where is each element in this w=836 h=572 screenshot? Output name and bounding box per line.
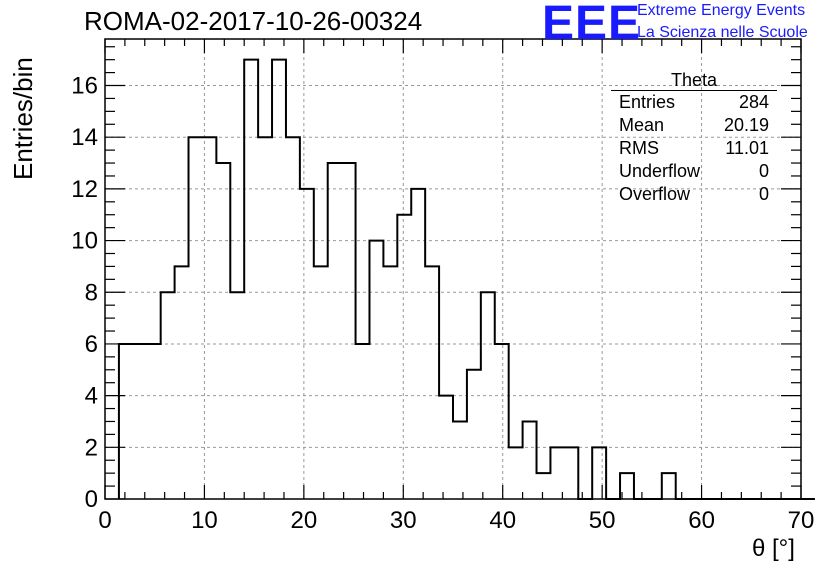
stats-value: 284 <box>738 92 769 112</box>
y-tick-label: 14 <box>71 124 98 151</box>
axis-ticks <box>104 39 802 500</box>
histogram-bin <box>523 421 537 499</box>
x-tick-label: 10 <box>191 507 218 534</box>
stats-value: 0 <box>758 184 769 204</box>
histogram-bin <box>467 370 481 499</box>
stats-row: Entries 284 <box>611 91 777 114</box>
x-tick-label: 40 <box>489 507 516 534</box>
histogram-bin <box>133 344 147 499</box>
stats-row: Overflow 0 <box>611 183 777 206</box>
histogram-bin <box>550 447 564 499</box>
histogram-bin <box>509 447 523 499</box>
histogram-bin <box>147 344 161 499</box>
x-tick-label: 70 <box>788 507 815 534</box>
stats-label: Entries <box>619 92 676 112</box>
histogram-bin <box>592 447 606 499</box>
y-tick-label: 4 <box>85 383 98 410</box>
stats-box: Theta Entries 284 Mean 20.19 RMS 11.01 Underfl… <box>611 70 777 206</box>
chart-title: ROMA-02-2017-10-26-00324 <box>84 6 423 36</box>
stats-title: Theta <box>611 70 777 91</box>
stats-value: 20.19 <box>723 115 769 135</box>
x-tick-label: 30 <box>390 507 417 534</box>
stats-label: Mean <box>619 115 665 135</box>
histogram-bin <box>495 344 509 499</box>
plot-frame <box>104 38 802 500</box>
histogram-bin <box>286 137 300 499</box>
x-tick-label: 50 <box>589 507 616 534</box>
histogram-bin <box>244 60 258 499</box>
stats-row: RMS 11.01 <box>611 137 777 160</box>
histogram-bin <box>314 266 328 499</box>
histogram-bin <box>453 421 467 499</box>
histogram-bin <box>258 137 272 499</box>
x-tick-label: 0 <box>98 507 111 534</box>
tick-labels: 0 10 20 30 40 50 60 70 0 2 4 6 8 10 12 14 16 <box>71 73 814 534</box>
stats-row: Underflow 0 <box>611 160 777 183</box>
histogram-bin <box>369 241 383 499</box>
y-tick-label: 12 <box>71 176 98 203</box>
y-axis-label: Entries/bin <box>8 57 38 180</box>
histogram-bin <box>662 473 676 499</box>
histogram-bin <box>328 163 342 499</box>
stats-label: RMS <box>619 138 659 158</box>
histogram-bin <box>397 215 411 499</box>
x-tick-label: 20 <box>291 507 318 534</box>
histogram-bin <box>564 447 578 499</box>
histogram-bin <box>189 137 203 499</box>
x-axis-label: θ [°] <box>752 535 795 562</box>
logo-line-2: La Scienza nelle Scuole <box>637 24 808 41</box>
histogram-bin <box>383 266 397 499</box>
histogram-bin <box>216 163 230 499</box>
y-tick-label: 2 <box>85 434 98 461</box>
histogram-bin <box>481 292 495 499</box>
stats-value: 11.01 <box>725 138 769 158</box>
y-tick-label: 8 <box>85 279 98 306</box>
histogram-bin <box>119 344 133 499</box>
histogram-bin <box>537 473 551 499</box>
stats-label: Overflow <box>619 184 691 204</box>
histogram-bin <box>425 266 439 499</box>
x-tick-label: 60 <box>688 507 715 534</box>
y-tick-label: 6 <box>85 331 98 358</box>
histogram-bin <box>356 344 370 499</box>
y-tick-label: 16 <box>71 73 98 100</box>
stats-label: Underflow <box>619 161 701 181</box>
histogram-bin <box>272 60 286 499</box>
stats-row: Mean 20.19 <box>611 114 777 137</box>
histogram-bin <box>175 266 189 499</box>
y-tick-label: 0 <box>85 486 98 513</box>
histogram-bin <box>342 163 356 499</box>
eee-logo: EEE <box>542 0 642 50</box>
logo-line-1: Extreme Energy Events <box>637 2 806 19</box>
y-tick-label: 10 <box>71 228 98 255</box>
stats-value: 0 <box>758 161 769 181</box>
